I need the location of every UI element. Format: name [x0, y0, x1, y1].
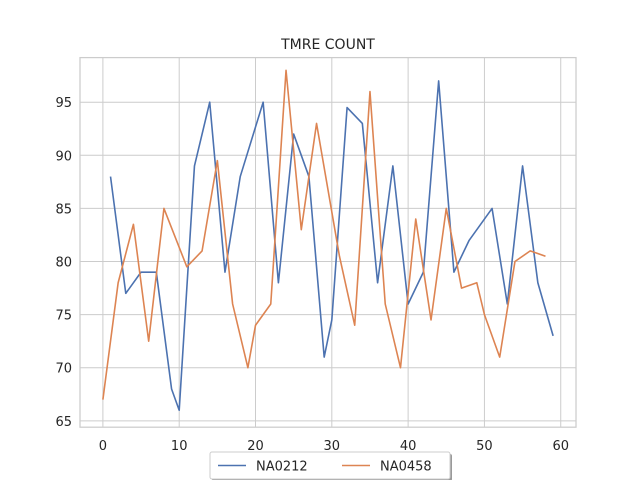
- series-line-na0458: [102, 69, 546, 400]
- legend-label: NA0212: [256, 460, 308, 475]
- grid-lines: [80, 57, 576, 428]
- x-tick-label: 40: [400, 439, 417, 454]
- plot-area: [80, 57, 576, 428]
- y-tick-label: 70: [55, 362, 72, 377]
- plot-frame: [79, 56, 577, 428]
- y-tick-label: 95: [55, 96, 72, 111]
- chart-title: TMRE COUNT: [280, 37, 375, 53]
- series-lines: [102, 69, 554, 412]
- legend-label: NA0458: [380, 460, 432, 475]
- x-tick-label: 0: [99, 439, 107, 454]
- axes: 0 10 20 30 40 50 60 65 70 75 80 85 90 95: [55, 56, 577, 454]
- y-tick-label: 90: [55, 149, 72, 164]
- series-line-na0212: [109, 80, 554, 412]
- x-tick-label: 20: [247, 439, 264, 454]
- x-tick-label: 60: [552, 439, 569, 454]
- legend: NA0212 NA0458: [209, 451, 452, 480]
- x-tick-label: 30: [324, 439, 341, 454]
- x-tick-label: 10: [171, 439, 188, 454]
- y-tick-label: 65: [55, 415, 72, 430]
- legend-box: [209, 451, 451, 480]
- x-tick-label: 50: [476, 439, 493, 454]
- y-tick-label: 80: [55, 256, 72, 271]
- y-tick-label: 75: [55, 309, 72, 324]
- y-tick-label: 85: [55, 202, 72, 217]
